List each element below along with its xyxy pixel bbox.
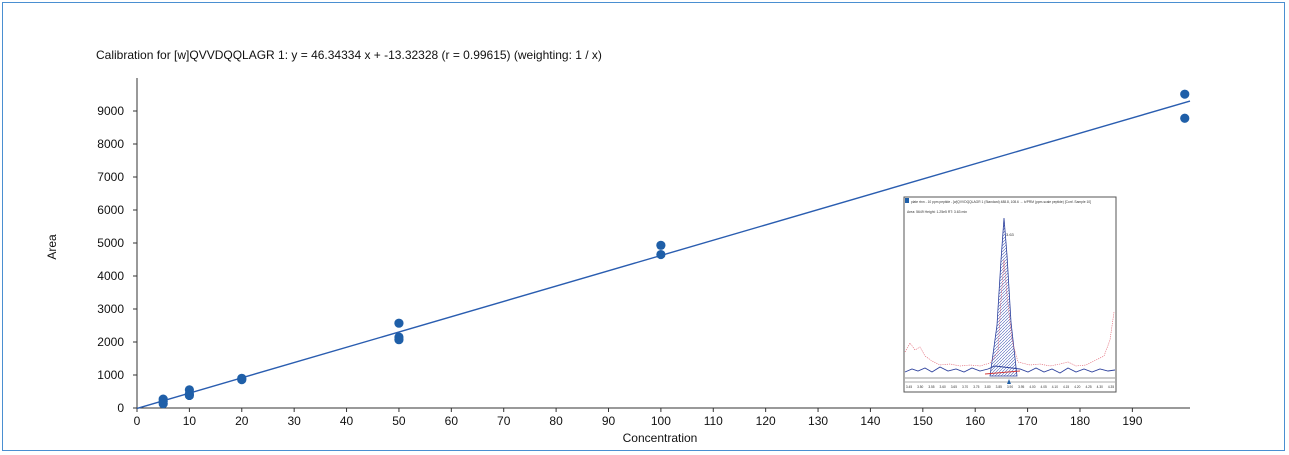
chromatogram-inset: plate rtnn - 10 ppm peptide - [w]QVVDQQL… xyxy=(903,196,1117,393)
inset-tick-label: 3.75 xyxy=(973,385,979,389)
data-point xyxy=(394,318,404,328)
x-tick-label: 50 xyxy=(392,414,406,428)
inset-tick-label: 3.95 xyxy=(1018,385,1024,389)
inset-tick-label: 4.25 xyxy=(1085,385,1091,389)
x-tick-label: 160 xyxy=(965,414,985,428)
chart-title: Calibration for [w]QVVDQQLAGR 1: y = 46.… xyxy=(96,48,602,62)
inset-tick-label: 3.85 xyxy=(996,385,1002,389)
inset-tick-label: 3.50 xyxy=(917,385,923,389)
inset-tick-label: 4.20 xyxy=(1074,385,1080,389)
y-axis-label: Area xyxy=(45,234,59,260)
inset-tick-label: 4.15 xyxy=(1063,385,1069,389)
inset-tick-label: 3.60 xyxy=(940,385,946,389)
x-tick-label: 140 xyxy=(860,414,880,428)
x-tick-label: 80 xyxy=(549,414,563,428)
data-point xyxy=(394,335,404,345)
x-tick-label: 190 xyxy=(1122,414,1142,428)
y-tick-label: 2000 xyxy=(97,335,124,349)
x-tick-label: 90 xyxy=(602,414,616,428)
x-tick-label: 120 xyxy=(756,414,776,428)
inset-peak-label: 3.63 xyxy=(1006,232,1015,237)
data-points xyxy=(158,89,1190,409)
x-tick-label: 180 xyxy=(1070,414,1090,428)
inset-axis-ticks: 3.45 3.50 3.55 3.60 3.65 3.70 3.75 3.80 3.85 3.90… xyxy=(906,385,1114,389)
x-tick-label: 20 xyxy=(235,414,249,428)
inset-tick-label: 4.05 xyxy=(1041,385,1047,389)
y-tick-label: 6000 xyxy=(97,203,124,217)
y-tick-label: 3000 xyxy=(97,302,124,316)
x-tick-label: 0 xyxy=(134,414,141,428)
y-tick-label: 9000 xyxy=(97,104,124,118)
x-tick-label: 10 xyxy=(183,414,197,428)
inset-tick-label: 3.70 xyxy=(962,385,968,389)
x-ticks: 0 10 20 30 40 50 60 70 80 90 100 110 120 130 140 150 160… xyxy=(134,408,1143,428)
inset-tick-label: 4.10 xyxy=(1052,385,1058,389)
inset-tick-label: 4.35 xyxy=(1108,385,1114,389)
data-point xyxy=(1180,89,1190,99)
inset-tick-label: 3.65 xyxy=(951,385,957,389)
y-tick-label: 1000 xyxy=(97,368,124,382)
data-point xyxy=(184,390,194,401)
x-tick-label: 70 xyxy=(497,414,511,428)
inset-tick-label: 3.90 xyxy=(1007,385,1013,389)
data-point xyxy=(158,399,168,409)
y-tick-label: 4000 xyxy=(97,269,124,283)
x-tick-label: 170 xyxy=(1018,414,1038,428)
y-tick-label: 0 xyxy=(117,401,124,415)
y-tick-label: 5000 xyxy=(97,236,124,250)
x-tick-label: 150 xyxy=(913,414,933,428)
data-point xyxy=(656,249,666,260)
x-axis-label: Concentration xyxy=(623,431,698,445)
y-tick-label: 7000 xyxy=(97,170,124,184)
data-point xyxy=(237,375,247,385)
inset-tick-label: 3.80 xyxy=(984,385,990,389)
x-tick-label: 130 xyxy=(808,414,828,428)
data-point xyxy=(1180,113,1190,123)
y-tick-label: 8000 xyxy=(97,137,124,151)
inset-tick-label: 3.55 xyxy=(928,385,934,389)
inset-header-line1: plate rtnn - 10 ppm peptide - [w]QVVDQQL… xyxy=(911,200,1091,204)
x-tick-label: 40 xyxy=(340,414,354,428)
x-tick-label: 110 xyxy=(704,414,723,428)
inset-header-line2: Area: 5649 Height: 1.25e5 RT: 3.63 min xyxy=(907,210,967,214)
y-ticks: 0 1000 2000 3000 4000 5000 6000 7000 8000 9000 xyxy=(97,104,137,415)
x-tick-label: 100 xyxy=(651,414,671,428)
x-tick-label: 30 xyxy=(287,414,301,428)
inset-tick-label: 3.45 xyxy=(906,385,912,389)
inset-tick-label: 4.30 xyxy=(1097,385,1103,389)
data-point xyxy=(656,240,666,250)
x-tick-label: 60 xyxy=(445,414,459,428)
inset-tick-label: 4.00 xyxy=(1029,385,1035,389)
